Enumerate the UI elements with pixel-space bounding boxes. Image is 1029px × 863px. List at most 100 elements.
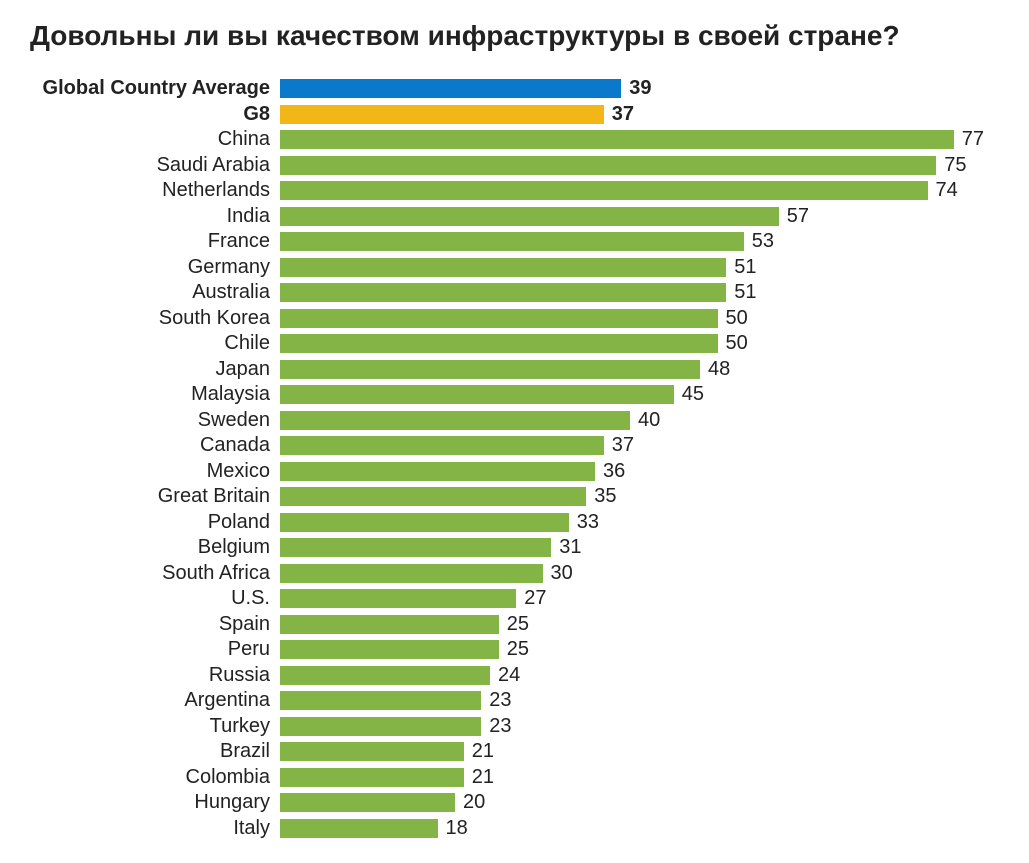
bar-wrap: 18 [280,817,999,840]
bar-label: Global Country Average [30,77,280,100]
bar-value: 21 [464,766,494,789]
bar-value: 24 [490,664,520,687]
bar [280,768,464,787]
bar [280,130,954,149]
bar-value: 53 [744,230,774,253]
bar-value: 36 [595,460,625,483]
bar-value: 77 [954,128,984,151]
bar-label: Hungary [30,791,280,814]
bar-wrap: 24 [280,664,999,687]
bar [280,819,438,838]
bar-label: Sweden [30,409,280,432]
bar-value: 75 [936,154,966,177]
bar-wrap: 74 [280,179,999,202]
bar-wrap: 50 [280,307,999,330]
bar-row: Germany 51 [30,255,999,281]
chart-title: Довольны ли вы качеством инфраструктуры … [30,20,999,52]
bar-value: 50 [718,307,748,330]
bar-label: Turkey [30,715,280,738]
bar [280,411,630,430]
bar-wrap: 53 [280,230,999,253]
bar-row: Japan48 [30,357,999,383]
bar-value: 27 [516,587,546,610]
bar [280,105,604,124]
bar-value: 51 [726,281,756,304]
bar-row: Saudi Arabia75 [30,153,999,179]
bar-wrap: 31 [280,536,999,559]
bar-wrap: 51 [280,281,999,304]
bar-wrap: 37 [280,103,999,126]
bar-label: Belgium [30,536,280,559]
bar [280,436,604,455]
bar-wrap: 30 [280,562,999,585]
bar-value: 48 [700,358,730,381]
bar-row: U.S.27 [30,586,999,612]
bar [280,79,621,98]
bar-label: Germany [30,256,280,279]
bar-label: Netherlands [30,179,280,202]
bar-label: Brazil [30,740,280,763]
bar-value: 23 [481,689,511,712]
bar [280,487,586,506]
bar-row: Italy 18 [30,816,999,842]
bar-wrap: 57 [280,205,999,228]
bar-row: Hungary20 [30,790,999,816]
bar-wrap: 27 [280,587,999,610]
bar [280,666,490,685]
bar-wrap: 40 [280,409,999,432]
bar-wrap: 48 [280,358,999,381]
bar-value: 45 [674,383,704,406]
bar [280,640,499,659]
bar-label: India [30,205,280,228]
bar-row: Russia24 [30,663,999,689]
bar [280,691,481,710]
bar-value: 18 [438,817,468,840]
bar [280,258,726,277]
bar-wrap: 20 [280,791,999,814]
bar-value: 25 [499,613,529,636]
bar-row: South Korea 50 [30,306,999,332]
bar [280,538,551,557]
bar-label: Italy [30,817,280,840]
bar-row: Argentina23 [30,688,999,714]
bar-label: Spain [30,613,280,636]
bar [280,589,516,608]
bar-value: 21 [464,740,494,763]
bar-row: Malaysia45 [30,382,999,408]
bar-row: Australia51 [30,280,999,306]
bar-label: Chile [30,332,280,355]
bar [280,742,464,761]
bar-row: Great Britain35 [30,484,999,510]
bar-value: 39 [621,77,651,100]
bar-value: 37 [604,103,634,126]
bar [280,156,936,175]
bar-label: China [30,128,280,151]
bar [280,181,928,200]
bar-row: China 77 [30,127,999,153]
bar-label: Canada [30,434,280,457]
bar-row: Mexico36 [30,459,999,485]
bar-wrap: 21 [280,766,999,789]
bar-label: Colombia [30,766,280,789]
bar-wrap: 21 [280,740,999,763]
bar [280,793,455,812]
bar-row: Poland33 [30,510,999,536]
bar-row: France53 [30,229,999,255]
bar [280,232,744,251]
bar-value: 51 [726,256,756,279]
bar-value: 40 [630,409,660,432]
bar-row: Belgium31 [30,535,999,561]
bar-wrap: 25 [280,613,999,636]
bar-wrap: 37 [280,434,999,457]
bar-row: India57 [30,204,999,230]
bar-label: South Korea [30,307,280,330]
bar [280,513,569,532]
bar-label: South Africa [30,562,280,585]
bar-row: Netherlands74 [30,178,999,204]
bar-value: 33 [569,511,599,534]
bar [280,309,718,328]
bar-row: Spain 25 [30,612,999,638]
bar-row: Colombia 21 [30,765,999,791]
bar-wrap: 25 [280,638,999,661]
bar-label: Peru [30,638,280,661]
